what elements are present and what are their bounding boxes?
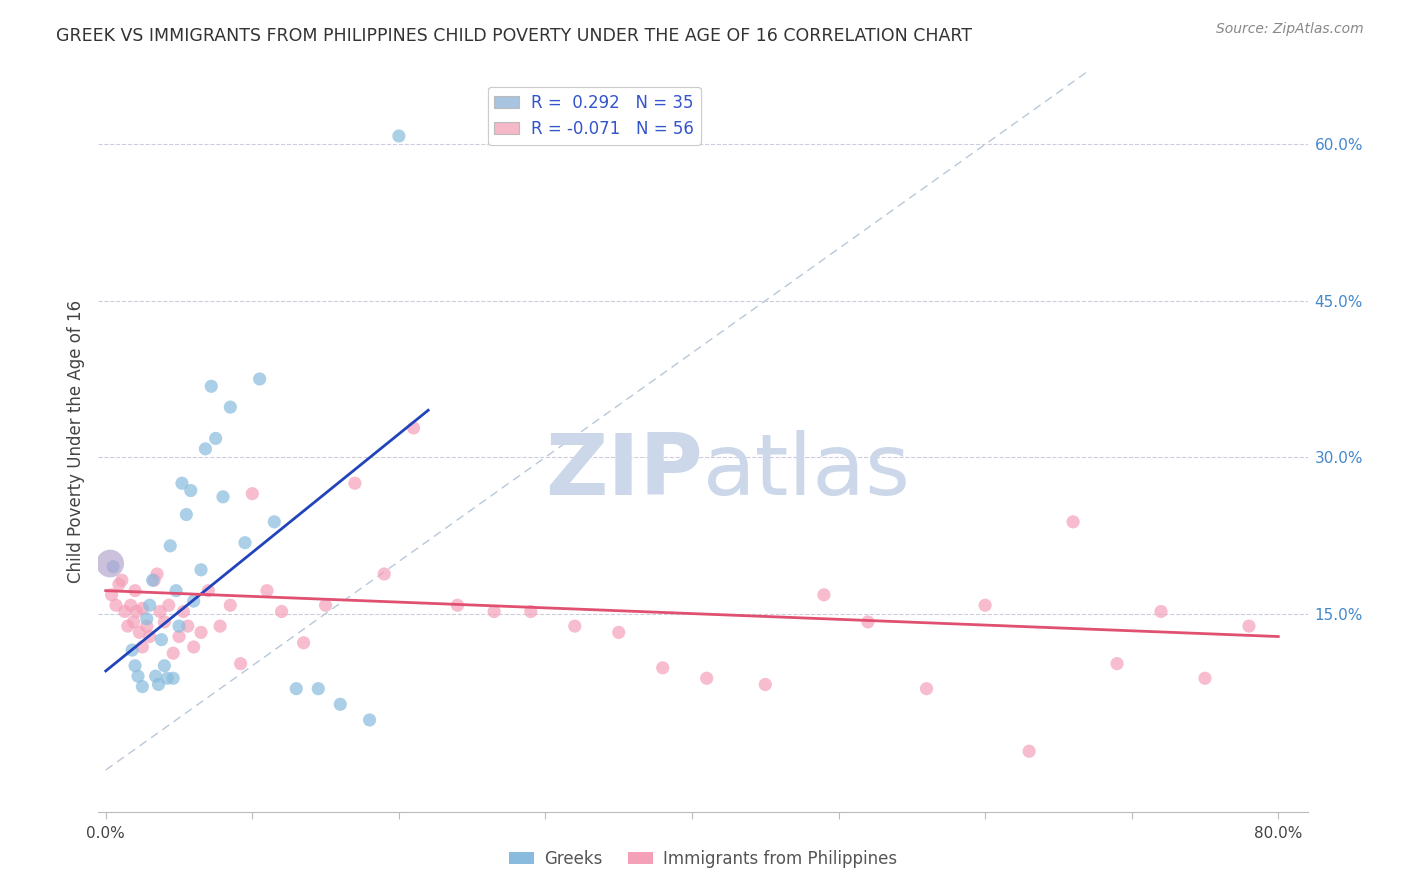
Point	[142, 573, 165, 587]
Point	[153, 658, 176, 673]
Point	[329, 698, 352, 712]
Point	[114, 605, 136, 619]
Point	[121, 643, 143, 657]
Point	[1062, 515, 1084, 529]
Point	[131, 640, 153, 654]
Text: Source: ZipAtlas.com: Source: ZipAtlas.com	[1216, 22, 1364, 37]
Point	[183, 594, 205, 608]
Point	[915, 681, 938, 696]
Point	[1194, 671, 1216, 685]
Point	[153, 615, 176, 629]
Point	[229, 657, 252, 671]
Point	[315, 599, 337, 613]
Point	[1018, 744, 1040, 758]
Legend: Greeks, Immigrants from Philippines: Greeks, Immigrants from Philippines	[502, 844, 904, 875]
Point	[607, 625, 630, 640]
Point	[170, 476, 193, 491]
Point	[167, 619, 190, 633]
Text: GREEK VS IMMIGRANTS FROM PHILIPPINES CHILD POVERTY UNDER THE AGE OF 16 CORRELATI: GREEK VS IMMIGRANTS FROM PHILIPPINES CHI…	[56, 27, 972, 45]
Point	[402, 421, 425, 435]
Point	[307, 681, 329, 696]
Point	[162, 671, 184, 685]
Point	[292, 636, 315, 650]
Point	[1150, 605, 1173, 619]
Point	[172, 605, 194, 619]
Point	[177, 619, 200, 633]
Text: ZIP: ZIP	[546, 430, 703, 513]
Point	[145, 669, 167, 683]
Point	[263, 515, 285, 529]
Point	[128, 625, 150, 640]
Point	[120, 599, 142, 613]
Point	[212, 490, 235, 504]
Point	[131, 680, 153, 694]
Point	[1237, 619, 1260, 633]
Point	[270, 605, 292, 619]
Legend: R =  0.292   N = 35, R = -0.071   N = 56: R = 0.292 N = 35, R = -0.071 N = 56	[488, 87, 700, 145]
Point	[183, 640, 205, 654]
Point	[135, 612, 157, 626]
Point	[482, 605, 505, 619]
Point	[233, 535, 256, 549]
Point	[127, 669, 149, 683]
Point	[176, 508, 198, 522]
Point	[813, 588, 835, 602]
Point	[138, 630, 160, 644]
Point	[122, 615, 145, 629]
Point	[249, 372, 271, 386]
Point	[373, 566, 395, 581]
Point	[219, 599, 242, 613]
Point	[165, 583, 187, 598]
Point	[240, 486, 263, 500]
Point	[156, 671, 179, 685]
Point	[388, 128, 411, 143]
Point	[149, 605, 172, 619]
Point	[754, 677, 776, 691]
Point	[148, 677, 170, 691]
Text: atlas: atlas	[703, 430, 911, 513]
Point	[219, 400, 242, 414]
Point	[197, 583, 219, 598]
Point	[105, 599, 128, 613]
Point	[696, 671, 718, 685]
Point	[359, 713, 381, 727]
Point	[101, 559, 124, 574]
Point	[167, 630, 190, 644]
Point	[974, 599, 997, 613]
Point	[190, 563, 212, 577]
Point	[209, 619, 232, 633]
Point	[124, 658, 146, 673]
Point	[98, 557, 121, 571]
Point	[108, 577, 131, 591]
Point	[856, 615, 879, 629]
Point	[146, 566, 169, 581]
Point	[343, 476, 366, 491]
Point	[1105, 657, 1128, 671]
Point	[150, 632, 173, 647]
Point	[100, 588, 122, 602]
Point	[520, 605, 543, 619]
Point	[162, 646, 184, 660]
Y-axis label: Child Poverty Under the Age of 16: Child Poverty Under the Age of 16	[66, 300, 84, 583]
Point	[117, 619, 139, 633]
Point	[204, 431, 226, 445]
Point	[564, 619, 586, 633]
Point	[190, 625, 212, 640]
Point	[256, 583, 278, 598]
Point	[651, 661, 673, 675]
Point	[180, 483, 202, 498]
Point	[285, 681, 308, 696]
Point	[194, 442, 217, 456]
Point	[138, 599, 160, 613]
Point	[135, 619, 157, 633]
Point	[124, 583, 146, 598]
Point	[157, 599, 180, 613]
Point	[159, 539, 181, 553]
Point	[111, 573, 134, 587]
Point	[446, 599, 468, 613]
Point	[143, 573, 166, 587]
Point	[200, 379, 222, 393]
Point	[125, 605, 148, 619]
Point	[131, 601, 153, 615]
